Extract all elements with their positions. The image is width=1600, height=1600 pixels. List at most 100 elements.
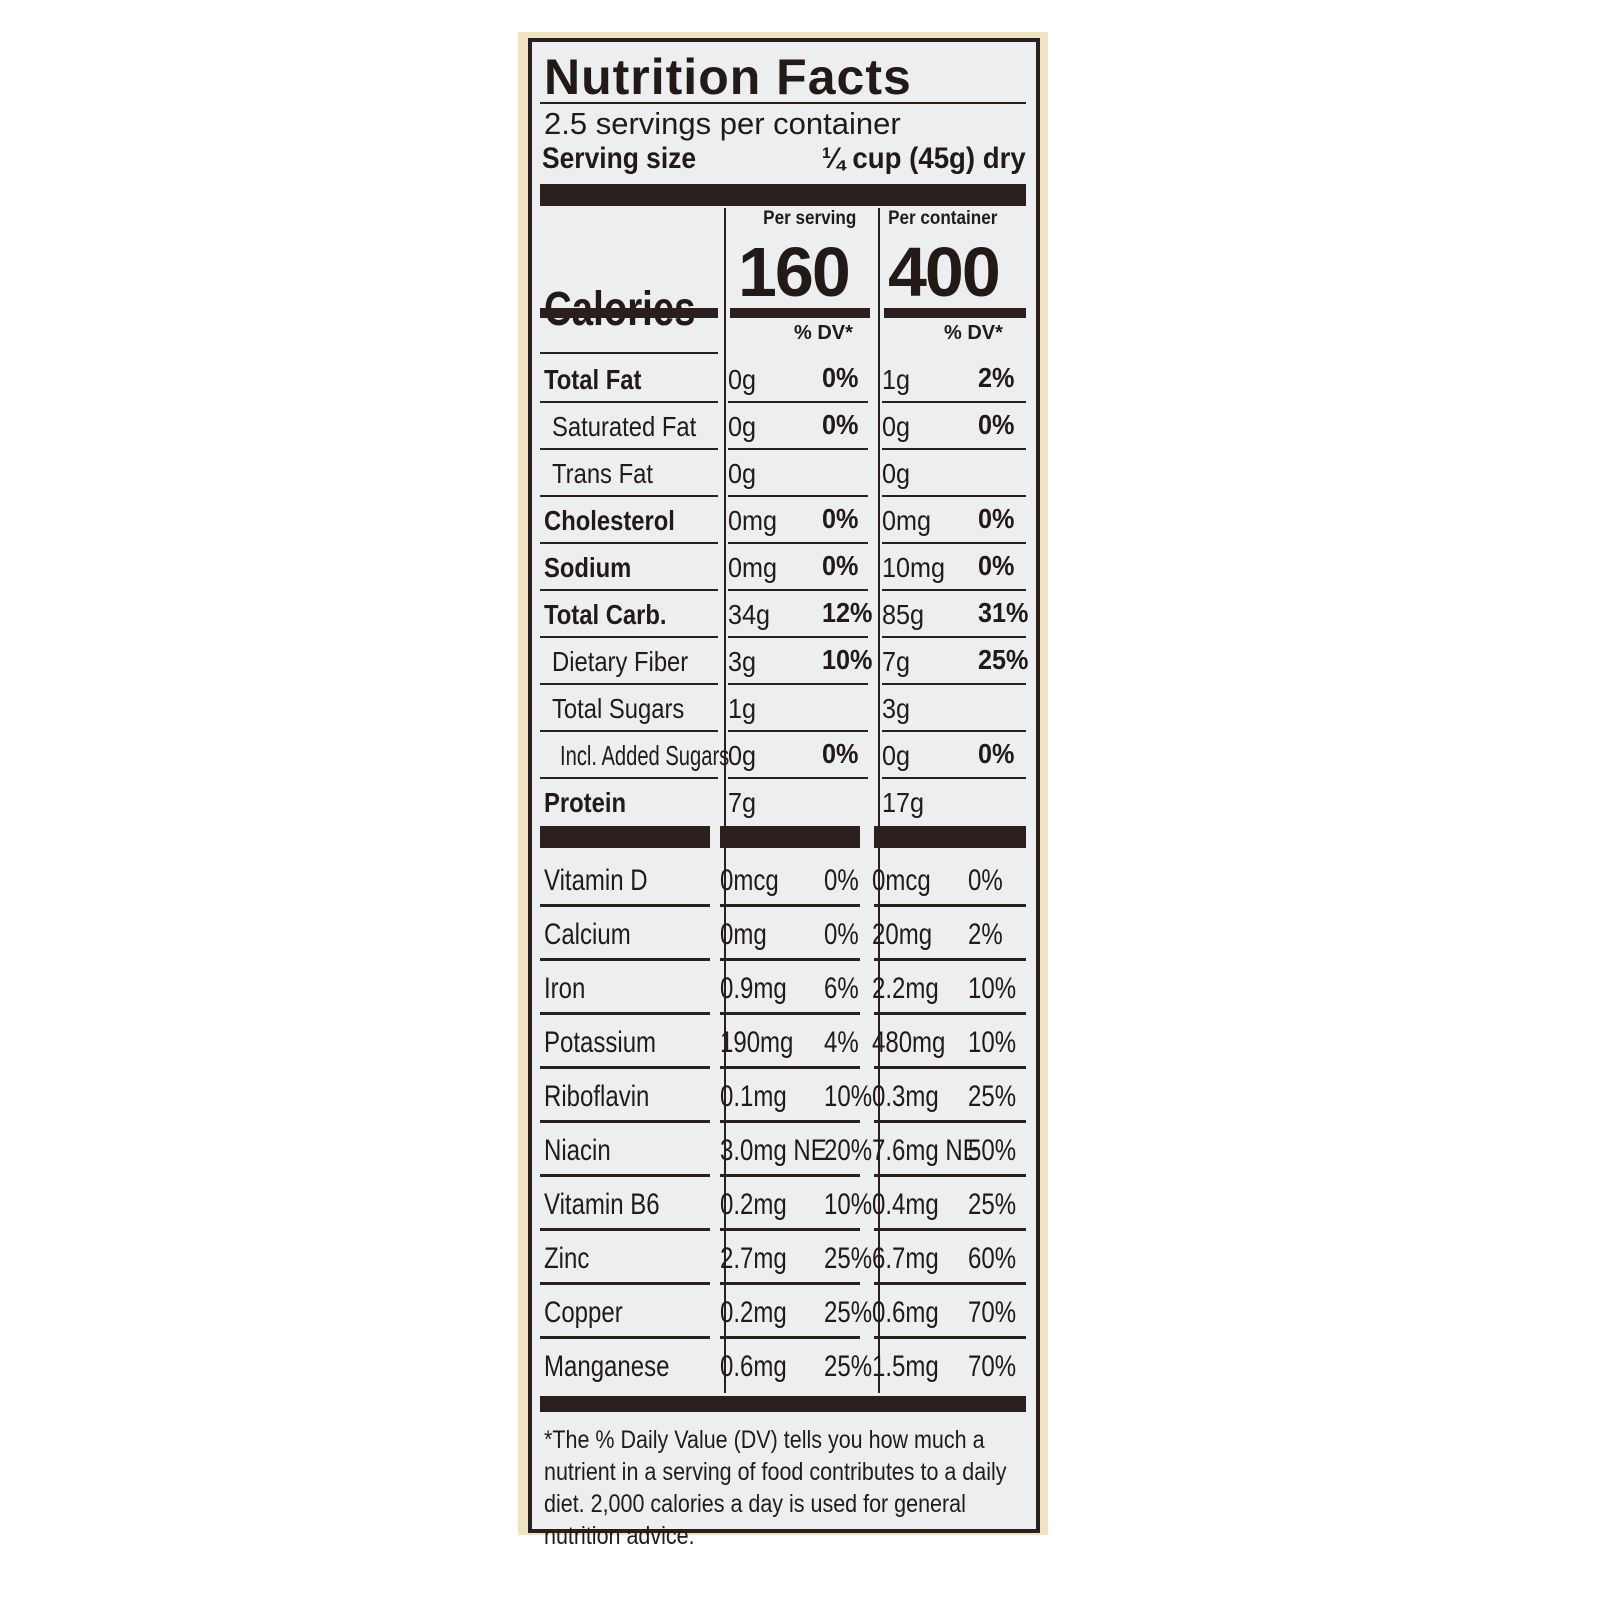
per-container-amount: 10mg bbox=[882, 552, 946, 583]
calories-bar bbox=[884, 308, 1026, 318]
per-serving-header: Per serving bbox=[763, 208, 857, 229]
per-serving-dv: 0% bbox=[822, 409, 859, 440]
per-container-amount: 0g bbox=[882, 458, 911, 489]
per-container-amount: 0g bbox=[882, 411, 911, 442]
divider bbox=[540, 1336, 710, 1339]
divider bbox=[540, 958, 710, 961]
per-container-amount: 480mg bbox=[872, 1026, 946, 1059]
per-serving-dv: 20% bbox=[824, 1134, 873, 1167]
divider bbox=[728, 448, 868, 450]
per-container-amount: 0g bbox=[882, 740, 911, 771]
per-serving-amount: 0g bbox=[728, 411, 757, 442]
micronutrient-name: Zinc bbox=[544, 1242, 590, 1275]
per-serving-amount: 0.2mg bbox=[720, 1296, 787, 1329]
divider bbox=[874, 1012, 1026, 1015]
per-serving-amount: 0g bbox=[728, 364, 757, 395]
footnote: *The % Daily Value (DV) tells you how mu… bbox=[544, 1426, 1007, 1550]
per-container-dv: 0% bbox=[978, 738, 1015, 769]
divider bbox=[540, 448, 718, 450]
divider bbox=[540, 495, 718, 497]
label-title: Nutrition Facts bbox=[544, 49, 912, 105]
per-container-dv: 31% bbox=[978, 597, 1029, 628]
divider bbox=[720, 1336, 860, 1339]
nutrient-name: Total Sugars bbox=[552, 693, 685, 724]
per-serving-dv: 0% bbox=[822, 550, 859, 581]
divider bbox=[882, 495, 1026, 497]
divider bbox=[728, 636, 868, 638]
per-container-amount: 1.5mg bbox=[872, 1350, 939, 1383]
per-container-dv: 2% bbox=[968, 918, 1003, 951]
divider bbox=[540, 636, 718, 638]
divider bbox=[728, 401, 868, 403]
divider bbox=[540, 1120, 710, 1123]
per-serving-dv: 0% bbox=[822, 362, 859, 393]
per-serving-dv: 0% bbox=[822, 503, 859, 534]
divider bbox=[882, 777, 1026, 779]
divider bbox=[540, 683, 718, 685]
per-container-amount: 2.2mg bbox=[872, 972, 939, 1005]
micronutrient-name: Manganese bbox=[544, 1350, 670, 1383]
divider bbox=[728, 495, 868, 497]
per-serving-amount: 0mg bbox=[728, 552, 778, 583]
divider bbox=[540, 1228, 710, 1231]
divider bbox=[720, 1174, 860, 1177]
per-container-amount: 17g bbox=[882, 787, 925, 818]
divider bbox=[882, 448, 1026, 450]
calories-per-serving: 160 bbox=[738, 233, 851, 311]
per-serving-dv: 25% bbox=[824, 1242, 873, 1275]
serving-size-value: ¼ cup (45g) dry bbox=[822, 142, 1026, 175]
micronutrient-name: Potassium bbox=[544, 1026, 657, 1059]
per-container-dv: 25% bbox=[968, 1080, 1017, 1113]
serving-size-label: Serving size bbox=[542, 142, 697, 175]
divider bbox=[720, 958, 860, 961]
nutrient-name: Total Fat bbox=[544, 364, 642, 395]
divider bbox=[882, 683, 1026, 685]
micronutrient-name: Vitamin D bbox=[544, 864, 648, 897]
per-container-amount: 3g bbox=[882, 693, 911, 724]
divider bbox=[540, 589, 718, 591]
per-container-amount: 1g bbox=[882, 364, 911, 395]
per-serving-amount: 1g bbox=[728, 693, 757, 724]
nutrient-name: Sodium bbox=[544, 552, 632, 583]
nutrient-name: Cholesterol bbox=[544, 505, 675, 536]
divider bbox=[728, 730, 868, 732]
divider bbox=[540, 352, 718, 354]
thick-divider bbox=[720, 826, 860, 848]
per-container-dv: 50% bbox=[968, 1134, 1017, 1167]
divider bbox=[874, 1336, 1026, 1339]
per-container-dv: 0% bbox=[978, 550, 1015, 581]
per-serving-amount: 0.1mg bbox=[720, 1080, 787, 1113]
per-container-amount: 6.7mg bbox=[872, 1242, 939, 1275]
per-serving-amount: 2.7mg bbox=[720, 1242, 787, 1275]
per-serving-amount: 0mg bbox=[720, 918, 767, 951]
per-serving-dv: 12% bbox=[822, 597, 873, 628]
per-serving-amount: 0g bbox=[728, 458, 757, 489]
thick-divider bbox=[540, 826, 710, 848]
divider bbox=[720, 1282, 860, 1285]
per-serving-amount: 0mg bbox=[728, 505, 778, 536]
divider bbox=[720, 1012, 860, 1015]
per-serving-dv: 0% bbox=[822, 738, 859, 769]
per-container-dv: 70% bbox=[968, 1296, 1017, 1329]
thick-divider bbox=[874, 826, 1026, 848]
divider bbox=[540, 730, 718, 732]
column-divider bbox=[724, 208, 726, 1393]
per-serving-dv: 10% bbox=[824, 1188, 873, 1221]
per-container-dv: 0% bbox=[978, 503, 1015, 534]
nutrition-facts-label: Nutrition Facts 2.5 servings per contain… bbox=[528, 38, 1040, 1550]
divider bbox=[874, 1066, 1026, 1069]
per-container-amount: 7.6mg NE bbox=[872, 1134, 979, 1167]
per-container-amount: 85g bbox=[882, 599, 925, 630]
divider bbox=[540, 401, 718, 403]
divider bbox=[540, 1174, 710, 1177]
divider bbox=[720, 904, 860, 907]
dv-header: % DV* bbox=[794, 322, 853, 344]
per-container-dv: 60% bbox=[968, 1242, 1017, 1275]
per-serving-amount: 7g bbox=[728, 787, 757, 818]
per-serving-dv: 6% bbox=[824, 972, 859, 1005]
calories-bar bbox=[540, 308, 718, 318]
per-serving-dv: 25% bbox=[824, 1350, 873, 1383]
per-serving-dv: 25% bbox=[824, 1296, 873, 1329]
nutrient-name: Dietary Fiber bbox=[552, 646, 689, 677]
per-container-dv: 25% bbox=[968, 1188, 1017, 1221]
